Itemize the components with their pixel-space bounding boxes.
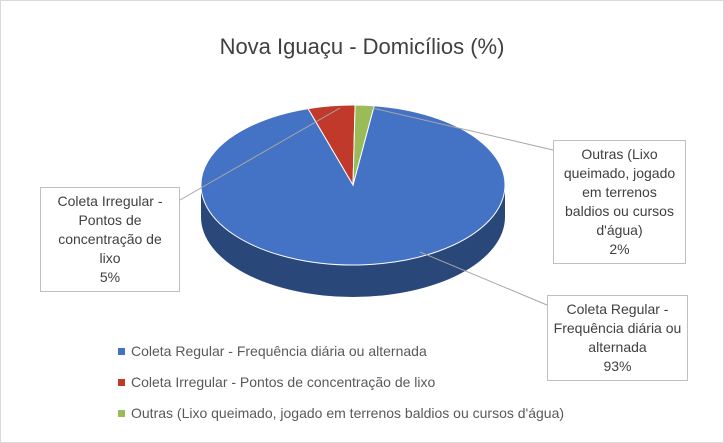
leader-line	[367, 106, 554, 151]
leader-lines	[179, 106, 554, 306]
legend-swatch	[118, 378, 125, 386]
legend-label: Outras (Lixo queimado, jogado em terreno…	[131, 405, 565, 421]
legend-item: Coleta Irregular - Pontos de concentraçã…	[118, 374, 435, 390]
legend-item: Outras (Lixo queimado, jogado em terreno…	[118, 405, 564, 421]
data-label-name: Coleta Regular - Frequência diária ou al…	[553, 301, 682, 355]
slice	[352, 104, 375, 186]
leader-line	[179, 107, 341, 201]
data-label: Outras (Lixo queimado, jogado em terreno…	[553, 140, 686, 264]
legend-swatch	[118, 409, 125, 417]
leader-line	[419, 251, 548, 306]
pie	[200, 104, 506, 297]
legend-swatch	[118, 347, 125, 355]
data-label: Coleta Regular - Frequência diária ou al…	[547, 295, 688, 381]
data-label-value: 93%	[603, 358, 632, 374]
data-label-value: 2%	[609, 241, 630, 257]
data-label: Coleta Irregular - Pontos de concentraçã…	[40, 187, 180, 292]
data-label-name: Coleta Irregular - Pontos de concentraçã…	[57, 193, 163, 266]
legend-label: Coleta Regular - Frequência diária ou al…	[131, 343, 427, 359]
legend-item: Coleta Regular - Frequência diária ou al…	[118, 343, 427, 359]
data-label-value: 5%	[99, 269, 121, 285]
chart-title: Nova Iguaçu - Domicílios (%)	[220, 34, 505, 59]
legend-label: Coleta Irregular - Pontos de concentraçã…	[131, 374, 436, 390]
slice-side	[201, 185, 505, 297]
data-label-name: Outras (Lixo queimado, jogado em terreno…	[563, 146, 676, 238]
